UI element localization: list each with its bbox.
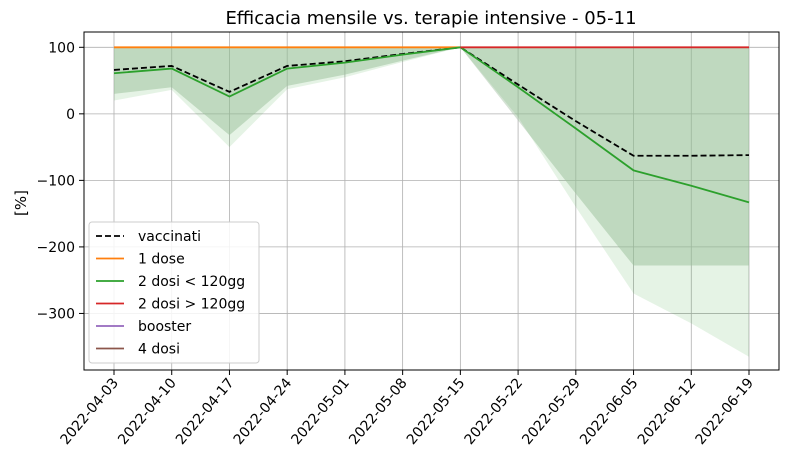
legend: vaccinati 1 dose 2 dosi < 120gg 2 dosi > 12…: [88, 221, 260, 364]
legend-label: 2 dosi < 120gg: [138, 274, 245, 290]
chart-title: Efficacia mensile vs. terapie intensive …: [225, 8, 636, 29]
legend-box: [88, 221, 260, 364]
x-tick-label: 2022-05-08: [346, 375, 411, 448]
x-tick-label: 2022-06-05: [577, 375, 642, 448]
confidence-band-1: [114, 47, 749, 357]
y-axis-label: [%]: [12, 190, 30, 216]
y-tick-label: 0: [66, 107, 75, 123]
x-tick-label: 2022-06-19: [693, 375, 758, 448]
legend-label: booster: [138, 319, 191, 335]
y-tick-label: −100: [37, 173, 75, 189]
plot-area: 2022-04-032022-04-102022-04-172022-04-24…: [37, 31, 780, 448]
x-tick-label: 2022-04-10: [115, 375, 180, 448]
x-tick-label: 2022-06-12: [635, 375, 700, 448]
confidence-band-0: [114, 47, 749, 266]
series-line-2: [113, 46, 750, 204]
x-tick-label: 2022-05-29: [519, 375, 584, 448]
legend-label: 1 dose: [138, 252, 185, 268]
y-tick-label: −200: [37, 240, 75, 256]
x-tick-label: 2022-04-24: [231, 375, 296, 448]
legend-label: vaccinati: [138, 229, 201, 245]
x-tick-label: 2022-05-01: [288, 375, 353, 448]
y-tick-label: 100: [48, 40, 75, 56]
x-tick-label: 2022-05-15: [404, 375, 469, 448]
y-tick-label: −300: [37, 306, 75, 322]
x-tick-label: 2022-04-17: [173, 375, 238, 448]
x-tick-label: 2022-05-22: [462, 375, 527, 448]
x-tick-label: 2022-04-03: [58, 375, 123, 448]
legend-label: 4 dosi: [138, 342, 180, 358]
legend-label: 2 dosi > 120gg: [138, 297, 245, 313]
plot-frame: [83, 31, 780, 371]
